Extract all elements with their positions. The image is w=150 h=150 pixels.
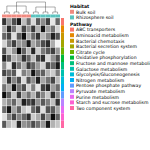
svg-text:Nitrogen metabolism: Nitrogen metabolism <box>76 78 125 83</box>
svg-text:Habitat: Habitat <box>70 4 90 9</box>
svg-text:ABC transporters: ABC transporters <box>76 27 116 32</box>
svg-text:Fructose and mannose metabolis: Fructose and mannose metabolism <box>76 61 142 66</box>
svg-text:Aminoacid metabolism: Aminoacid metabolism <box>76 33 129 38</box>
svg-text:Starch and sucrose metabolism: Starch and sucrose metabolism <box>76 100 142 105</box>
svg-text:Bulk soil: Bulk soil <box>76 10 95 15</box>
svg-text:Two component system: Two component system <box>75 106 131 111</box>
svg-text:Pathway: Pathway <box>70 22 92 27</box>
svg-text:Purine metabolism: Purine metabolism <box>76 95 120 100</box>
svg-text:Glycolysis/Gluconeogenesis: Glycolysis/Gluconeogenesis <box>76 72 140 77</box>
svg-text:Rhizosphere soil: Rhizosphere soil <box>76 15 113 20</box>
svg-text:Bacterial secretion system: Bacterial secretion system <box>76 44 138 49</box>
svg-text:Bacterial chemotaxis: Bacterial chemotaxis <box>76 39 125 44</box>
svg-text:Citrate cycle: Citrate cycle <box>76 50 105 55</box>
svg-text:Galactose metabolism: Galactose metabolism <box>76 67 128 72</box>
svg-text:Pyruvate metabolism: Pyruvate metabolism <box>76 89 125 94</box>
svg-text:Oxidative phosphorylation: Oxidative phosphorylation <box>76 55 137 60</box>
svg-text:Pentose phosphate pathway: Pentose phosphate pathway <box>76 83 141 88</box>
